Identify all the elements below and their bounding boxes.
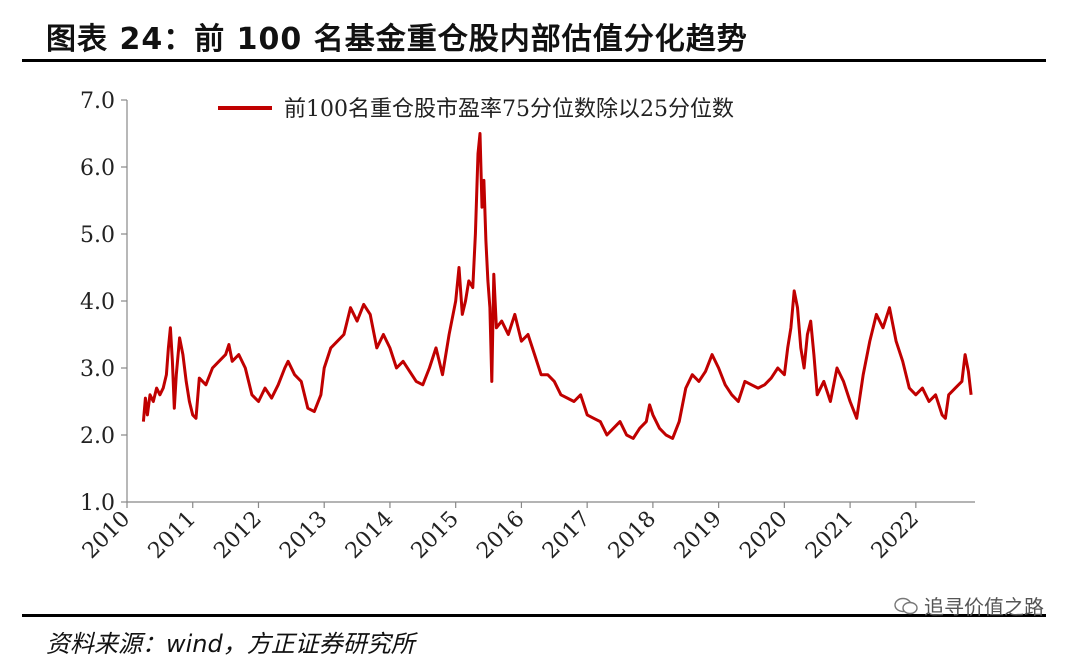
y-tick-label: 1.0 [80,491,115,516]
bottom-rule [22,614,1046,617]
x-tick-label: 2018 [604,507,661,564]
x-tick-label: 2011 [144,507,201,564]
x-tick-label: 2020 [735,507,792,564]
series-line [141,132,973,440]
watermark: 追寻价值之路 [894,591,1044,620]
x-tick-label: 2015 [407,507,464,564]
figure-title: 图表 24：前 100 名基金重仓股内部估值分化趋势 [46,22,748,57]
y-tick-label: 2.0 [80,424,115,449]
source-note: 资料来源：wind，方正证券研究所 [46,630,415,658]
chart-legend: 前100名重仓股市盈率75分位数除以25分位数 [218,97,734,122]
wechat-icon [894,597,918,614]
x-tick-label: 2019 [670,507,727,564]
legend-label: 前100名重仓股市盈率75分位数除以25分位数 [284,97,734,122]
x-tick-label: 2012 [209,507,266,564]
top-rule [22,59,1046,62]
y-tick-label: 6.0 [80,156,115,181]
x-tick-label: 2021 [801,507,858,564]
x-tick-label: 2013 [275,507,332,564]
x-tick-label: 2022 [867,507,924,564]
x-tick-label: 2016 [472,507,529,564]
y-tick-label: 3.0 [80,357,115,382]
chart-series [141,132,973,440]
y-tick-label: 5.0 [80,223,115,248]
x-tick-label: 2017 [538,507,595,564]
watermark-text: 追寻价值之路 [924,595,1044,619]
x-tick-label: 2014 [341,507,398,564]
y-tick-label: 7.0 [80,89,115,114]
y-tick-label: 4.0 [80,290,115,315]
